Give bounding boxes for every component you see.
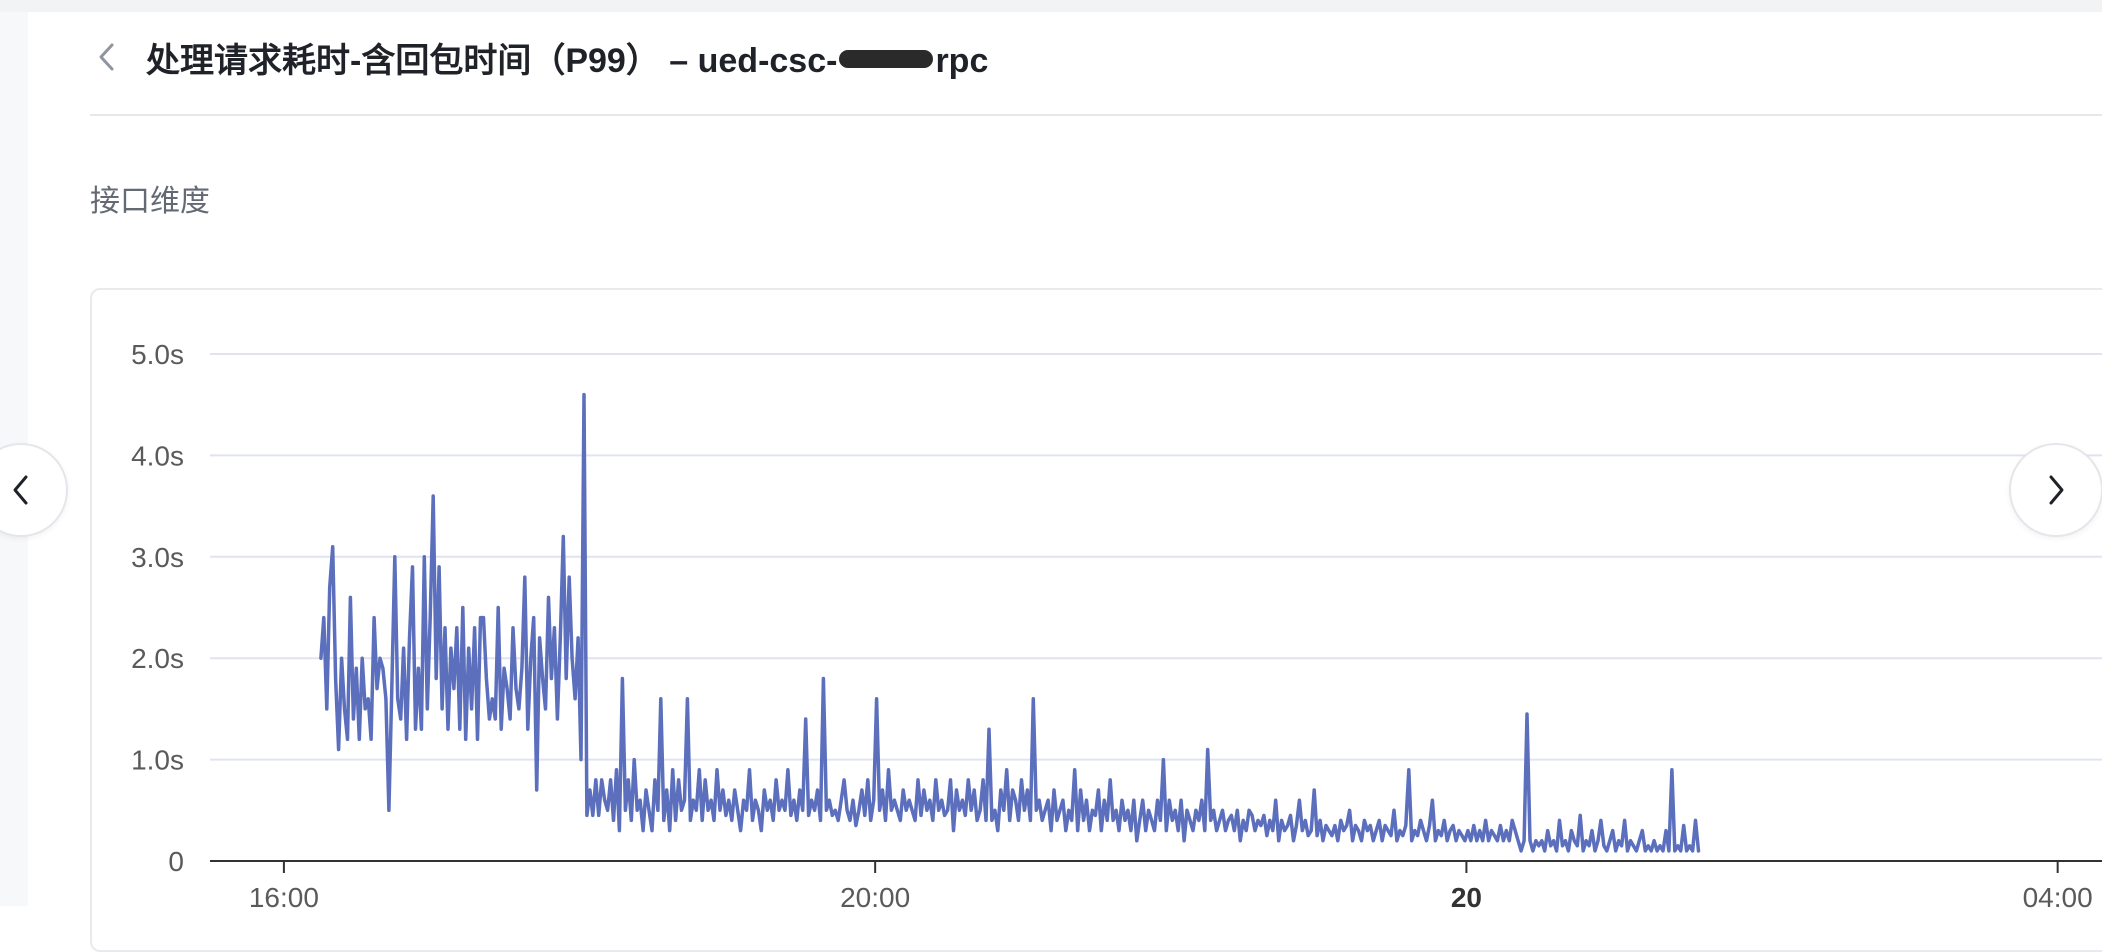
back-button[interactable]	[90, 40, 124, 74]
chevron-left-icon	[99, 43, 114, 71]
y-tick-label: 0	[168, 846, 184, 877]
title-prefix: 处理请求耗时-含回包时间（P99） – ued-csc-	[146, 41, 838, 80]
top-bar	[0, 0, 2102, 12]
page-header: 处理请求耗时-含回包时间（P99） – ued-csc-rpc	[90, 22, 988, 92]
line-chart: 0 1.0s 2.0s 3.0s 4.0s 5.0s 16:00 20:00 20 04:00	[131, 339, 2102, 910]
next-chart-button[interactable]	[2009, 443, 2102, 537]
y-tick-label: 4.0s	[131, 440, 184, 471]
x-tick-label: 20	[1451, 882, 1482, 910]
title-suffix: rpc	[935, 41, 989, 80]
page-title: 处理请求耗时-含回包时间（P99） – ued-csc-rpc	[146, 33, 988, 82]
section-title: 接口维度	[90, 185, 210, 218]
x-tick-label: 04:00	[2023, 882, 2093, 910]
x-tick-label: 16:00	[249, 882, 319, 910]
header-divider	[90, 114, 2102, 116]
x-tick-label: 20:00	[840, 882, 910, 910]
prev-chart-button[interactable]	[0, 443, 68, 537]
chart-panel: 0 1.0s 2.0s 3.0s 4.0s 5.0s 16:00 20:00 20 04:00	[90, 288, 2102, 952]
y-tick-label: 1.0s	[131, 745, 184, 776]
redacted-block	[839, 49, 934, 68]
series-line	[319, 392, 1701, 853]
y-tick-label: 5.0s	[131, 339, 184, 370]
y-tick-label: 3.0s	[131, 542, 184, 573]
chevron-left-icon	[13, 475, 28, 505]
y-tick-label: 2.0s	[131, 643, 184, 674]
chevron-right-icon	[2049, 475, 2064, 505]
